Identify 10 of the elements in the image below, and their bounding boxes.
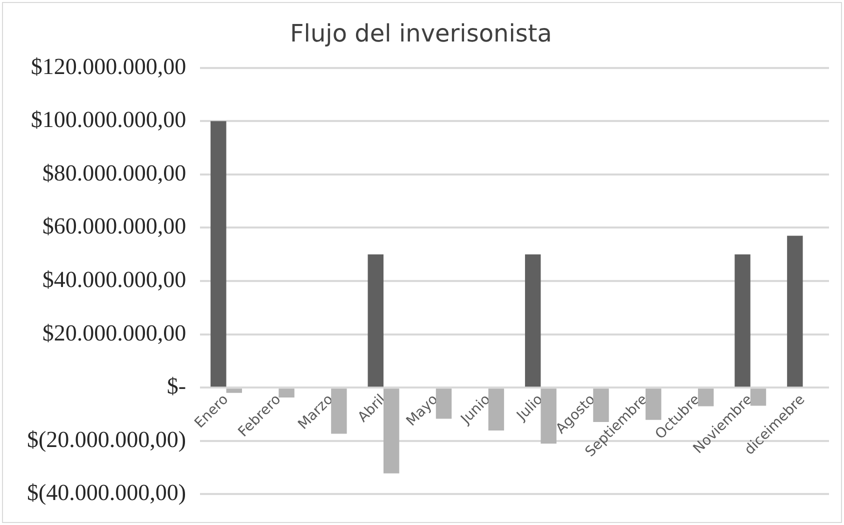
y-tick-label: $100.000.000,00 (30, 107, 186, 132)
y-tick-label: $80.000.000,00 (42, 160, 186, 186)
y-tick-label: $120.000.000,00 (30, 54, 186, 79)
chart-title: Flujo del inverisonista (290, 20, 552, 48)
y-tick-label: $40.000.000,00 (42, 267, 186, 292)
y-tick-label: $- (166, 374, 186, 399)
y-tick-label: $(40.000.000,00) (26, 480, 186, 506)
y-tick-label: $60.000.000,00 (42, 214, 186, 239)
y-tick-label: $(20.000.000,00) (26, 426, 186, 452)
y-tick-label: $20.000.000,00 (42, 320, 186, 346)
